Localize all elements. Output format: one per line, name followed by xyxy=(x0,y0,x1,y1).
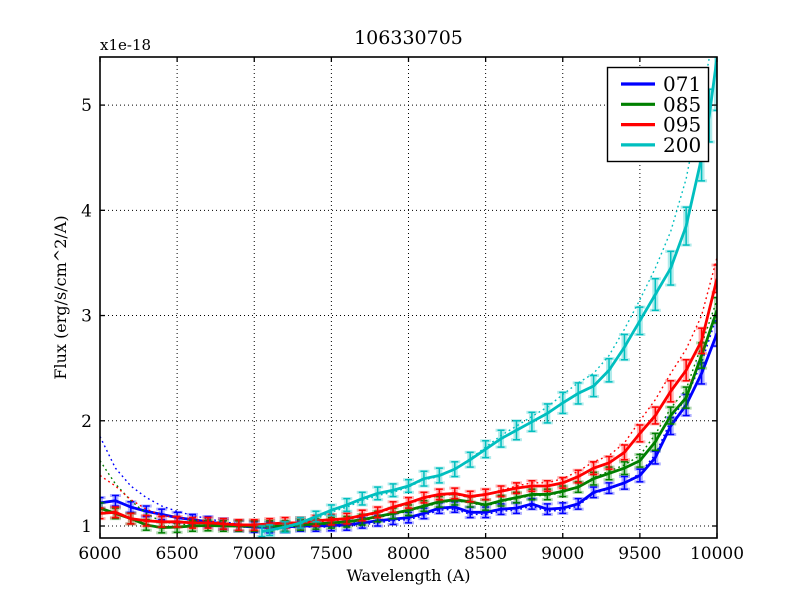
svg-text:10000: 10000 xyxy=(690,544,744,564)
dotted-curve-095 xyxy=(100,257,717,526)
svg-text:3: 3 xyxy=(81,307,92,327)
dotted-curve-200 xyxy=(261,57,711,534)
errorbars-095 xyxy=(100,264,717,531)
plot-title: 106330705 xyxy=(354,27,463,49)
svg-text:6500: 6500 xyxy=(155,544,198,564)
svg-text:7500: 7500 xyxy=(310,544,353,564)
svg-text:2: 2 xyxy=(81,412,92,432)
svg-text:6000: 6000 xyxy=(78,544,121,564)
axis-ticks xyxy=(99,57,718,538)
svg-text:4: 4 xyxy=(81,201,92,221)
y-tick-labels: 1 2 3 4 5 xyxy=(81,96,92,537)
legend-label-200: 200 xyxy=(663,133,701,157)
dotted-curve-071 xyxy=(100,315,717,529)
svg-text:8500: 8500 xyxy=(464,544,507,564)
svg-text:9500: 9500 xyxy=(618,544,661,564)
svg-text:5: 5 xyxy=(81,96,92,116)
dotted-curve-085 xyxy=(100,299,717,528)
x-tick-labels: 6000 6500 7000 7500 8000 8500 9000 9500 10000 xyxy=(78,544,744,564)
svg-text:8000: 8000 xyxy=(387,544,430,564)
curve-085 xyxy=(100,309,717,529)
legend-label-085: 085 xyxy=(663,92,701,116)
series-layer xyxy=(100,57,717,538)
x-axis-label: Wavelength (A) xyxy=(346,566,470,585)
svg-text:7000: 7000 xyxy=(233,544,276,564)
series-200 xyxy=(256,57,717,538)
y-axis-label: Flux (erg/s/cm^2/A) xyxy=(51,215,70,379)
curve-095 xyxy=(100,278,717,527)
svg-text:1: 1 xyxy=(81,517,92,537)
legend-label-071: 071 xyxy=(663,72,701,96)
curve-200 xyxy=(261,57,717,533)
legend-label-095: 095 xyxy=(663,113,701,137)
svg-text:9000: 9000 xyxy=(541,544,584,564)
y-axis-offset-label: x1e-18 xyxy=(100,36,151,54)
